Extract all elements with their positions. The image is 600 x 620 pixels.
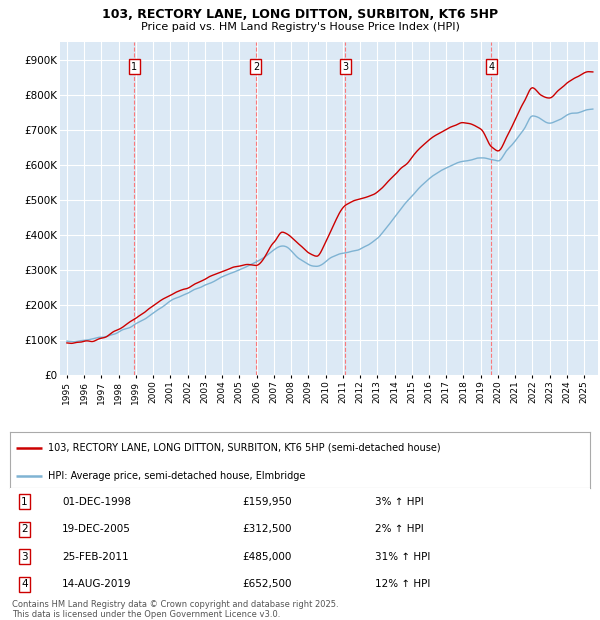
Text: 3: 3 bbox=[343, 61, 349, 71]
Text: 01-DEC-1998: 01-DEC-1998 bbox=[62, 497, 131, 507]
Text: 3: 3 bbox=[21, 552, 28, 562]
Text: Price paid vs. HM Land Registry's House Price Index (HPI): Price paid vs. HM Land Registry's House … bbox=[140, 22, 460, 32]
Text: 4: 4 bbox=[488, 61, 494, 71]
Text: 1: 1 bbox=[21, 497, 28, 507]
Text: 14-AUG-2019: 14-AUG-2019 bbox=[62, 579, 132, 589]
Text: £485,000: £485,000 bbox=[242, 552, 292, 562]
Text: Contains HM Land Registry data © Crown copyright and database right 2025.
This d: Contains HM Land Registry data © Crown c… bbox=[12, 600, 338, 619]
Text: 4: 4 bbox=[21, 579, 28, 589]
Text: 12% ↑ HPI: 12% ↑ HPI bbox=[376, 579, 431, 589]
Text: 3% ↑ HPI: 3% ↑ HPI bbox=[376, 497, 424, 507]
Text: 103, RECTORY LANE, LONG DITTON, SURBITON, KT6 5HP (semi-detached house): 103, RECTORY LANE, LONG DITTON, SURBITON… bbox=[48, 443, 440, 453]
Text: HPI: Average price, semi-detached house, Elmbridge: HPI: Average price, semi-detached house,… bbox=[48, 471, 305, 480]
Text: 2% ↑ HPI: 2% ↑ HPI bbox=[376, 525, 424, 534]
Text: 25-FEB-2011: 25-FEB-2011 bbox=[62, 552, 129, 562]
Text: 31% ↑ HPI: 31% ↑ HPI bbox=[376, 552, 431, 562]
Text: 1: 1 bbox=[131, 61, 137, 71]
Text: £652,500: £652,500 bbox=[242, 579, 292, 589]
Text: 103, RECTORY LANE, LONG DITTON, SURBITON, KT6 5HP: 103, RECTORY LANE, LONG DITTON, SURBITON… bbox=[102, 8, 498, 21]
Text: 2: 2 bbox=[253, 61, 259, 71]
Text: 2: 2 bbox=[21, 525, 28, 534]
Text: 19-DEC-2005: 19-DEC-2005 bbox=[62, 525, 131, 534]
Text: £312,500: £312,500 bbox=[242, 525, 292, 534]
Text: £159,950: £159,950 bbox=[242, 497, 292, 507]
